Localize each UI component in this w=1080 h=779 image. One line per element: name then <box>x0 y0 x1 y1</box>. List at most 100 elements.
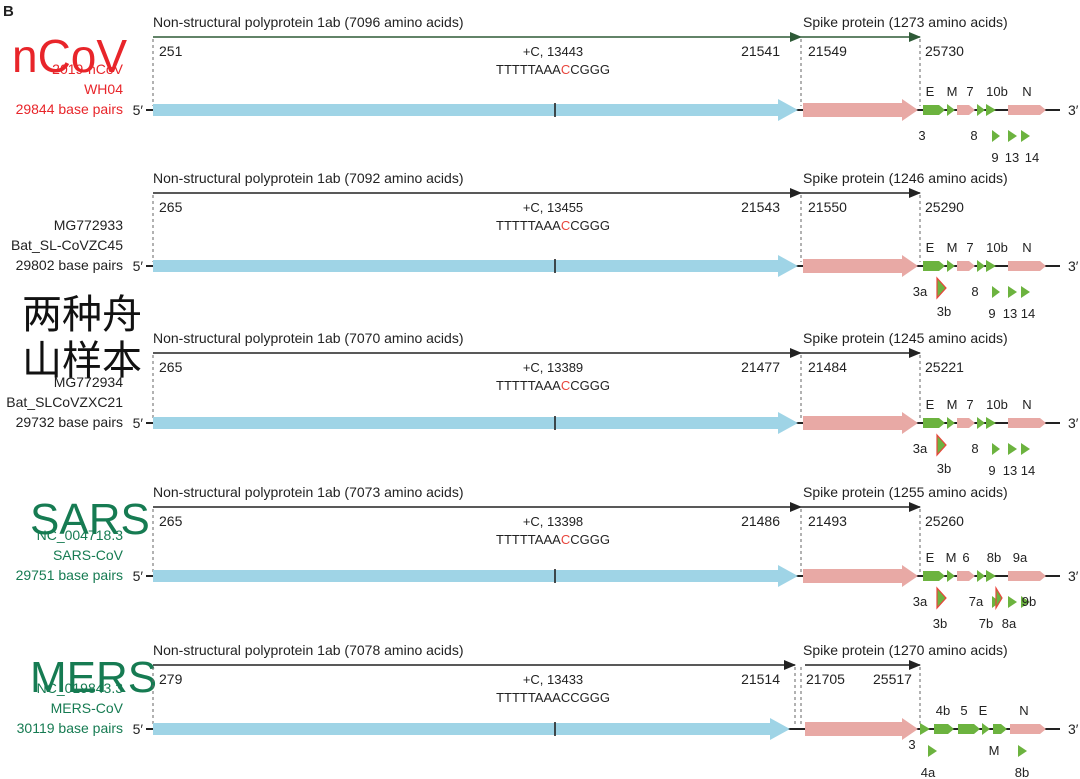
five-prime-label: 5′ <box>133 568 144 584</box>
m-gene <box>957 571 975 581</box>
orf14-gene <box>1021 596 1030 608</box>
sequence-suffix: CGGG <box>570 218 610 233</box>
orf8a-gene <box>995 585 1003 611</box>
chinese-caption-line1: 两种舟 <box>22 293 142 337</box>
gene-label-top-3: N <box>1019 703 1028 718</box>
genome-label-line-2: 29732 base pairs <box>16 414 123 430</box>
orf-end-position: 21543 <box>741 199 780 215</box>
orf13-gene <box>1008 130 1017 142</box>
panel-letter: B <box>3 3 14 20</box>
genome-row-mers: Non-structural polyprotein 1ab (7078 ami… <box>17 642 1079 779</box>
polyprotein-label: Non-structural polyprotein 1ab (7070 ami… <box>153 330 464 346</box>
gene-label-bottom-0: 3 <box>918 128 925 143</box>
gene-label-top-3: 10b <box>986 84 1008 99</box>
orf13-gene <box>1008 443 1017 455</box>
spike-bar <box>803 255 918 277</box>
gene-label-top-0: 4b <box>936 703 950 718</box>
insertion-label: +C, 13455 <box>523 200 583 215</box>
orf8b-gene <box>1018 745 1027 757</box>
five-prime-label: 5′ <box>133 721 144 737</box>
genome-label-line-1: Bat_SLCoVZXC21 <box>6 394 123 410</box>
gene-label-bottom-3: 8b <box>1015 765 1029 779</box>
chinese-caption-line2: 山样本 <box>22 339 142 383</box>
gene-label-bottom-1: 3b <box>933 616 947 631</box>
gene-label-bottom-4: 14 <box>1025 150 1039 165</box>
genome-label-line-1: SARS-CoV <box>53 547 124 563</box>
gene-label-bottom-3: 9 <box>988 306 995 321</box>
genome-label-line-2: 30119 base pairs <box>17 720 123 736</box>
orf3-gene <box>923 571 945 581</box>
m-gene <box>957 105 975 115</box>
gene-label-top-0: E <box>926 550 935 565</box>
genome-label-line-0: NC_004718.3 <box>37 527 124 543</box>
gene-label-top-2: 7 <box>966 240 973 255</box>
gene-label-top-2: 7 <box>966 84 973 99</box>
genome-label-line-2: 29802 base pairs <box>16 257 123 273</box>
orf-end-position: 21486 <box>741 513 780 529</box>
n-gene <box>1008 571 1046 581</box>
gene-label-bottom-2: 4a <box>921 765 936 779</box>
sequence-label: TTTTTAAACCGGG <box>496 62 610 77</box>
gene-label-bottom-0: 3 <box>908 737 915 752</box>
gene-label-bottom-4: 13 <box>1003 463 1017 478</box>
gene-label-top-4: N <box>1022 84 1031 99</box>
gene-label-bottom-3: 9 <box>988 463 995 478</box>
gene-label-bottom-5: 14 <box>1021 463 1035 478</box>
gene-label-bottom-1: 8 <box>970 128 977 143</box>
genome-label-line-0: NC_019843.3 <box>37 680 124 696</box>
sequence-prefix: TTTTTAAA <box>496 378 561 393</box>
sequence-prefix: TTTTTAAA <box>496 532 561 547</box>
gene-label-top-2: 6 <box>962 550 969 565</box>
spike-protein-label: Spike protein (1270 amino acids) <box>803 642 1008 658</box>
mers-big-label: MERS <box>30 653 157 702</box>
gene-label-bottom-4: 13 <box>1003 306 1017 321</box>
genome-label-line-0: MG772933 <box>54 217 123 233</box>
orf8-gene <box>986 260 996 272</box>
insertion-label: +C, 13433 <box>523 672 583 687</box>
insertion-label: +C, 13389 <box>523 360 583 375</box>
orf-end-position: 21541 <box>741 43 780 59</box>
gene-label-bottom-0: 3a <box>913 594 928 609</box>
spike-bar <box>805 718 918 740</box>
e-gene <box>947 417 955 429</box>
orf1ab-bar <box>153 718 790 740</box>
orf3-gene <box>923 261 945 271</box>
polyprotein-label: Non-structural polyprotein 1ab (7092 ami… <box>153 170 464 186</box>
orf13-gene <box>1008 596 1017 608</box>
orf13-gene <box>1008 286 1017 298</box>
spike-start-position: 21705 <box>806 671 845 687</box>
spike-end-position: 25290 <box>925 199 964 215</box>
start-position: 265 <box>159 199 183 215</box>
orf1ab-bar <box>153 412 798 434</box>
n-gene <box>1008 261 1046 271</box>
gene-label-top-1: M <box>947 84 958 99</box>
gene-label-bottom-2: 8 <box>971 441 978 456</box>
spike-end-position: 25517 <box>873 671 912 687</box>
spike-start-position: 21549 <box>808 43 847 59</box>
orf-end-position: 21477 <box>741 359 780 375</box>
genome-label-line-2: 29844 base pairs <box>16 101 123 117</box>
spike-protein-label: Spike protein (1273 amino acids) <box>803 14 1008 30</box>
orf5-gene <box>958 724 980 734</box>
genome-label-line-1: WH04 <box>84 81 123 97</box>
orf-end-position: 21514 <box>741 671 780 687</box>
sequence-label: TTTTTAAACCGGG <box>496 218 610 233</box>
orf14-gene <box>1021 130 1030 142</box>
genome-row-bat45: Non-structural polyprotein 1ab (7092 ami… <box>11 170 1079 321</box>
orf1ab-bar <box>153 99 798 121</box>
orf7-gene <box>977 260 985 272</box>
three-prime-label: 3′ <box>1068 721 1079 737</box>
gene-label-bottom-3: 7b <box>979 616 993 631</box>
spike-bar <box>803 99 918 121</box>
spike-end-position: 25260 <box>925 513 964 529</box>
gene-label-top-1: M <box>947 397 958 412</box>
m-gene <box>957 261 975 271</box>
orf8-gene <box>986 570 996 582</box>
spike-start-position: 21550 <box>808 199 847 215</box>
n-gene <box>1008 418 1046 428</box>
orf14-gene <box>1021 286 1030 298</box>
gene-label-top-3: 8b <box>987 550 1001 565</box>
sequence-suffix: CGGG <box>570 378 610 393</box>
gene-label-top-1: M <box>947 240 958 255</box>
sequence-prefix: TTTTTAAA <box>496 62 561 77</box>
